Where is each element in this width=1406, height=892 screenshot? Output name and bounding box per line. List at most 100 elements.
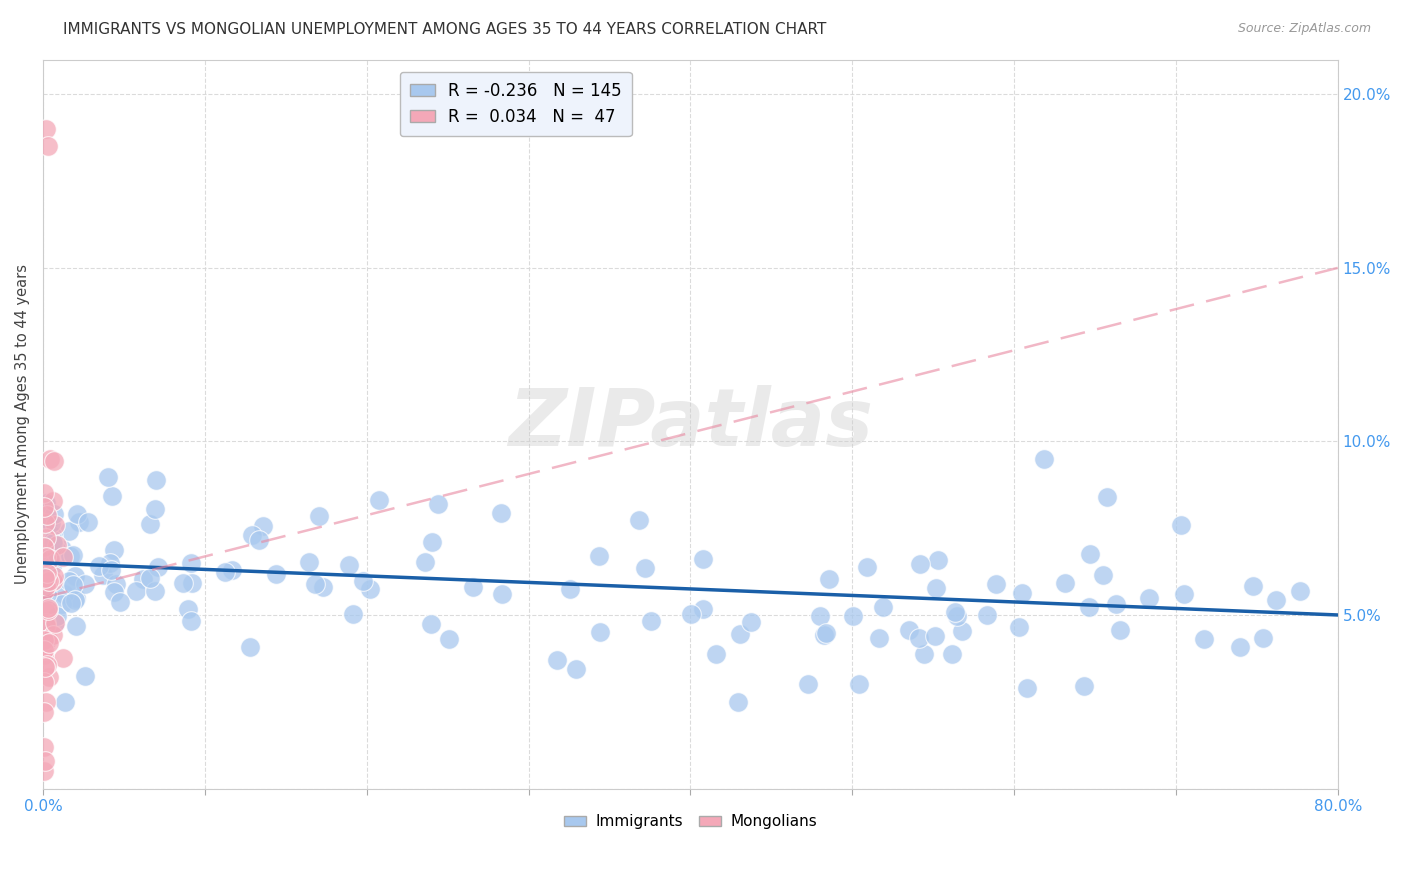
- Point: [38, 513, 60, 527]
- Text: IMMIGRANTS VS MONGOLIAN UNEMPLOYMENT AMONG AGES 35 TO 44 YEARS CORRELATION CHART: IMMIGRANTS VS MONGOLIAN UNEMPLOYMENT AMO…: [63, 22, 827, 37]
- Point: [67, 516, 90, 530]
- Point: [946, 609, 969, 624]
- Point: [52, 587, 75, 601]
- Point: [941, 648, 963, 662]
- Point: [1241, 579, 1264, 593]
- Point: [100, 564, 122, 578]
- Point: [44, 518, 66, 533]
- Point: [42, 494, 65, 508]
- Point: [34, 660, 56, 674]
- Point: [52, 549, 75, 564]
- Point: [1105, 598, 1128, 612]
- Point: [312, 580, 335, 594]
- Text: Source: ZipAtlas.com: Source: ZipAtlas.com: [1237, 22, 1371, 36]
- Point: [42, 569, 65, 583]
- Point: [132, 572, 155, 586]
- Point: [172, 576, 194, 591]
- Point: [925, 582, 948, 596]
- Point: [640, 614, 662, 628]
- Point: [143, 501, 166, 516]
- Point: [62, 548, 84, 562]
- Point: [38, 552, 60, 566]
- Point: [139, 571, 162, 585]
- Point: [1288, 584, 1310, 599]
- Point: [37, 550, 59, 565]
- Point: [848, 677, 870, 691]
- Point: [34, 516, 56, 530]
- Point: [491, 507, 513, 521]
- Point: [42, 533, 65, 547]
- Point: [37, 600, 59, 615]
- Point: [32, 739, 55, 754]
- Point: [1173, 586, 1195, 600]
- Point: [34, 583, 56, 598]
- Point: [39, 516, 62, 530]
- Point: [628, 513, 651, 527]
- Point: [32, 705, 55, 719]
- Point: [1008, 620, 1031, 634]
- Point: [950, 624, 973, 638]
- Point: [252, 518, 274, 533]
- Point: [45, 541, 67, 556]
- Point: [342, 607, 364, 621]
- Point: [437, 632, 460, 646]
- Point: [58, 524, 80, 538]
- Point: [38, 636, 60, 650]
- Point: [34, 516, 56, 531]
- Point: [240, 527, 263, 541]
- Point: [1073, 679, 1095, 693]
- Point: [59, 596, 82, 610]
- Point: [181, 576, 204, 591]
- Point: [73, 668, 96, 682]
- Point: [546, 652, 568, 666]
- Point: [1137, 591, 1160, 605]
- Point: [42, 454, 65, 468]
- Point: [35, 566, 58, 580]
- Point: [139, 517, 162, 532]
- Legend: Immigrants, Mongolians: Immigrants, Mongolians: [557, 808, 824, 836]
- Point: [35, 618, 58, 632]
- Point: [352, 574, 374, 588]
- Point: [32, 648, 55, 663]
- Point: [44, 616, 66, 631]
- Point: [51, 542, 73, 557]
- Point: [58, 574, 80, 588]
- Point: [37, 139, 59, 153]
- Point: [65, 591, 87, 605]
- Point: [97, 470, 120, 484]
- Point: [34, 640, 56, 654]
- Point: [37, 578, 59, 592]
- Point: [180, 556, 202, 570]
- Point: [841, 608, 863, 623]
- Point: [103, 542, 125, 557]
- Point: [65, 619, 87, 633]
- Point: [34, 563, 56, 577]
- Point: [35, 579, 58, 593]
- Point: [46, 547, 69, 561]
- Point: [588, 549, 610, 563]
- Point: [1091, 568, 1114, 582]
- Point: [491, 587, 513, 601]
- Point: [339, 558, 361, 572]
- Point: [35, 695, 58, 709]
- Point: [910, 557, 932, 571]
- Point: [105, 577, 128, 591]
- Point: [943, 605, 966, 619]
- Point: [35, 550, 58, 565]
- Point: [77, 516, 100, 530]
- Point: [1053, 575, 1076, 590]
- Point: [45, 538, 67, 552]
- Point: [367, 493, 389, 508]
- Point: [565, 662, 588, 676]
- Point: [1078, 547, 1101, 561]
- Point: [359, 582, 381, 597]
- Point: [461, 581, 484, 595]
- Point: [221, 563, 243, 577]
- Point: [34, 571, 56, 585]
- Point: [38, 670, 60, 684]
- Point: [59, 549, 82, 563]
- Point: [37, 632, 59, 646]
- Point: [897, 623, 920, 637]
- Point: [37, 587, 59, 601]
- Point: [692, 602, 714, 616]
